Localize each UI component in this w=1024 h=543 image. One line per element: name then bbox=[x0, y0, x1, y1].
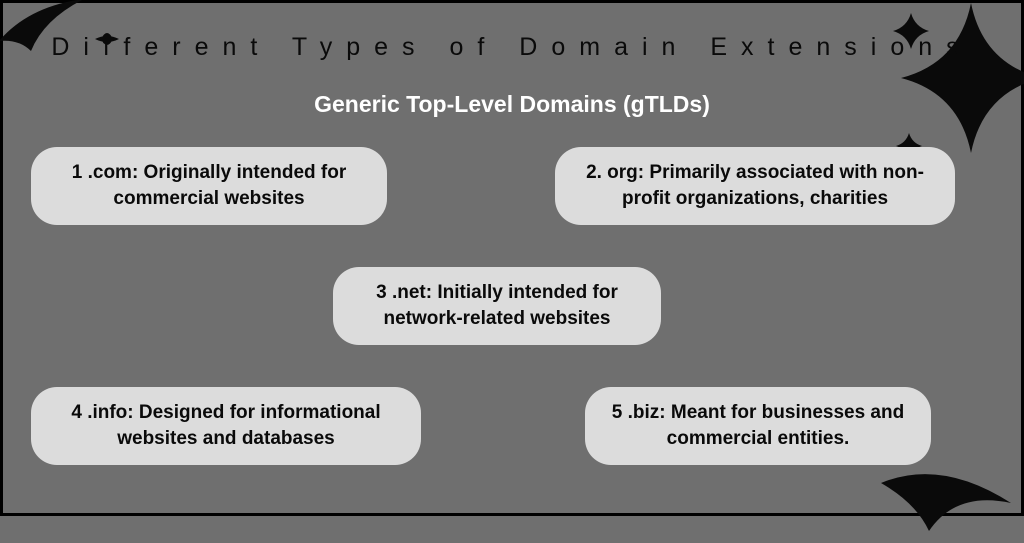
domain-card-org: 2. org: Primarily associated with non-pr… bbox=[555, 147, 955, 225]
card-text: 4 .info: Designed for informational webs… bbox=[55, 400, 397, 451]
page-title: Different Types of Domain Extensions bbox=[51, 33, 972, 62]
card-text: 5 .biz: Meant for businesses and commerc… bbox=[609, 400, 907, 451]
card-text: 3 .net: Initially intended for network-r… bbox=[357, 280, 637, 331]
page-subtitle: Generic Top-Level Domains (gTLDs) bbox=[314, 91, 710, 118]
domain-card-biz: 5 .biz: Meant for businesses and commerc… bbox=[585, 387, 931, 465]
domain-card-net: 3 .net: Initially intended for network-r… bbox=[333, 267, 661, 345]
domain-card-com: 1 .com: Originally intended for commerci… bbox=[31, 147, 387, 225]
card-text: 2. org: Primarily associated with non-pr… bbox=[579, 160, 931, 211]
card-text: 1 .com: Originally intended for commerci… bbox=[55, 160, 363, 211]
domain-card-info: 4 .info: Designed for informational webs… bbox=[31, 387, 421, 465]
